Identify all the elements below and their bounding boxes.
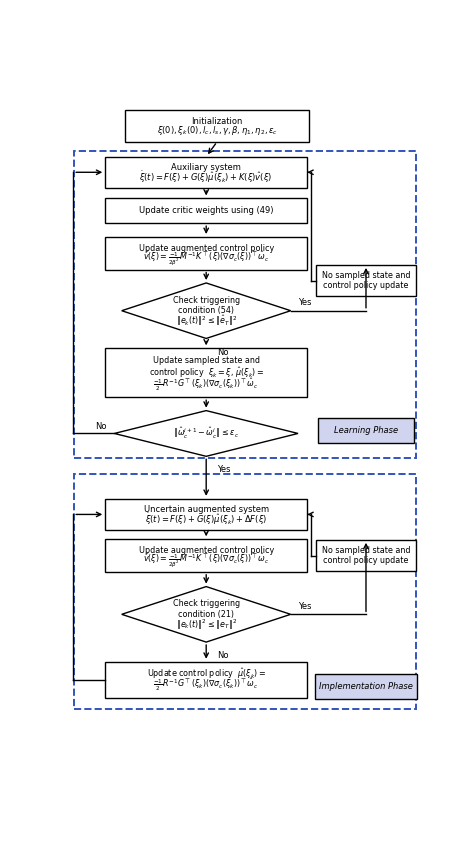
Text: $\frac{-1}{2} R^{-1}G^{\top}(\xi_k)(\nabla\sigma_c(\xi_k))^{\top}\hat{\omega}_c$: $\frac{-1}{2} R^{-1}G^{\top}(\xi_k)(\nab… [153, 677, 259, 693]
Text: condition (21): condition (21) [178, 610, 234, 619]
Text: No: No [217, 349, 229, 357]
FancyBboxPatch shape [105, 499, 307, 530]
Text: control policy update: control policy update [323, 281, 409, 290]
Text: Update critic weights using (49): Update critic weights using (49) [139, 206, 273, 215]
FancyBboxPatch shape [105, 198, 307, 223]
FancyBboxPatch shape [316, 540, 416, 572]
FancyBboxPatch shape [315, 674, 418, 699]
FancyBboxPatch shape [105, 237, 307, 270]
Text: Check triggering: Check triggering [173, 600, 240, 608]
FancyBboxPatch shape [105, 349, 307, 397]
Text: Yes: Yes [298, 602, 311, 611]
FancyBboxPatch shape [105, 661, 307, 698]
Text: Update sampled state and: Update sampled state and [153, 356, 260, 365]
Text: No: No [95, 422, 107, 432]
Text: No sampled state and: No sampled state and [322, 271, 410, 281]
FancyBboxPatch shape [125, 110, 309, 142]
Text: Initialization: Initialization [191, 117, 243, 126]
Text: $\dot{\xi}(t) = F(\xi)+G(\xi)\hat{\mu}(\xi_k)+\Delta F(\xi)$: $\dot{\xi}(t) = F(\xi)+G(\xi)\hat{\mu}(\… [145, 511, 267, 527]
Text: Yes: Yes [217, 465, 231, 474]
Text: Check triggering: Check triggering [173, 296, 240, 304]
FancyBboxPatch shape [105, 539, 307, 572]
FancyBboxPatch shape [316, 265, 416, 296]
Text: $\hat{v}(\xi) = \frac{-1}{2\beta^2} M^{-1}K^{\top}(\xi)(\nabla\sigma_c(\xi))^{\t: $\hat{v}(\xi) = \frac{-1}{2\beta^2} M^{-… [143, 249, 269, 267]
Text: $\xi(0), \xi_k(0), l_c, l_s, \gamma, \beta, \eta_1, \eta_2, \epsilon_c$: $\xi(0), \xi_k(0), l_c, l_s, \gamma, \be… [157, 124, 278, 137]
Text: No sampled state and: No sampled state and [322, 546, 410, 555]
Text: condition (54): condition (54) [178, 306, 234, 315]
Text: Update control policy  $\hat{\mu}(\xi_k) =$: Update control policy $\hat{\mu}(\xi_k) … [146, 667, 266, 682]
Text: Uncertain augmented system: Uncertain augmented system [144, 505, 269, 514]
Text: Auxiliary system: Auxiliary system [171, 163, 241, 172]
FancyBboxPatch shape [318, 418, 414, 443]
Text: No: No [217, 650, 229, 660]
Polygon shape [122, 283, 291, 338]
Text: control policy update: control policy update [323, 555, 409, 565]
Text: $\hat{v}(\xi) = \frac{-1}{2\beta^2} M^{-1}K^{\top}(\xi)(\nabla\sigma_c(\xi))^{\t: $\hat{v}(\xi) = \frac{-1}{2\beta^2} M^{-… [143, 551, 269, 570]
Text: $\dot{\xi}(t) = F(\xi)+G(\xi)\hat{\mu}(\xi_k)+K(\xi)\hat{v}(\xi)$: $\dot{\xi}(t) = F(\xi)+G(\xi)\hat{\mu}(\… [139, 169, 273, 185]
FancyBboxPatch shape [105, 157, 307, 188]
Text: control policy  $\xi_k = \xi$, $\hat{\mu}(\xi_k) =$: control policy $\xi_k = \xi$, $\hat{\mu}… [149, 365, 264, 380]
Text: Update augmented control policy: Update augmented control policy [138, 546, 274, 555]
Bar [74, 151, 416, 458]
Text: $\|e_k(t)\|^2 \leq \|\hat{e}_T\|^2$: $\|e_k(t)\|^2 \leq \|\hat{e}_T\|^2$ [175, 314, 237, 328]
Bar [74, 474, 416, 709]
Text: Learning Phase: Learning Phase [334, 426, 398, 435]
Text: $\|e_k(t)\|^2 \leq \|e_T\|^2$: $\|e_k(t)\|^2 \leq \|e_T\|^2$ [175, 617, 237, 632]
Text: Update augmented control policy: Update augmented control policy [138, 244, 274, 253]
Text: Implementation Phase: Implementation Phase [319, 682, 413, 690]
Polygon shape [114, 410, 298, 456]
Text: Yes: Yes [298, 298, 311, 307]
Polygon shape [122, 587, 291, 642]
Text: $\|\hat{\omega}_c^{i+1} - \hat{\omega}_c^i\| \leq \epsilon_c$: $\|\hat{\omega}_c^{i+1} - \hat{\omega}_c… [173, 426, 239, 441]
Text: $\frac{-1}{2} R^{-1}G^{\top}(\xi_k)(\nabla\sigma_c(\xi_k))^{\top}\hat{\omega}_c$: $\frac{-1}{2} R^{-1}G^{\top}(\xi_k)(\nab… [153, 377, 259, 393]
